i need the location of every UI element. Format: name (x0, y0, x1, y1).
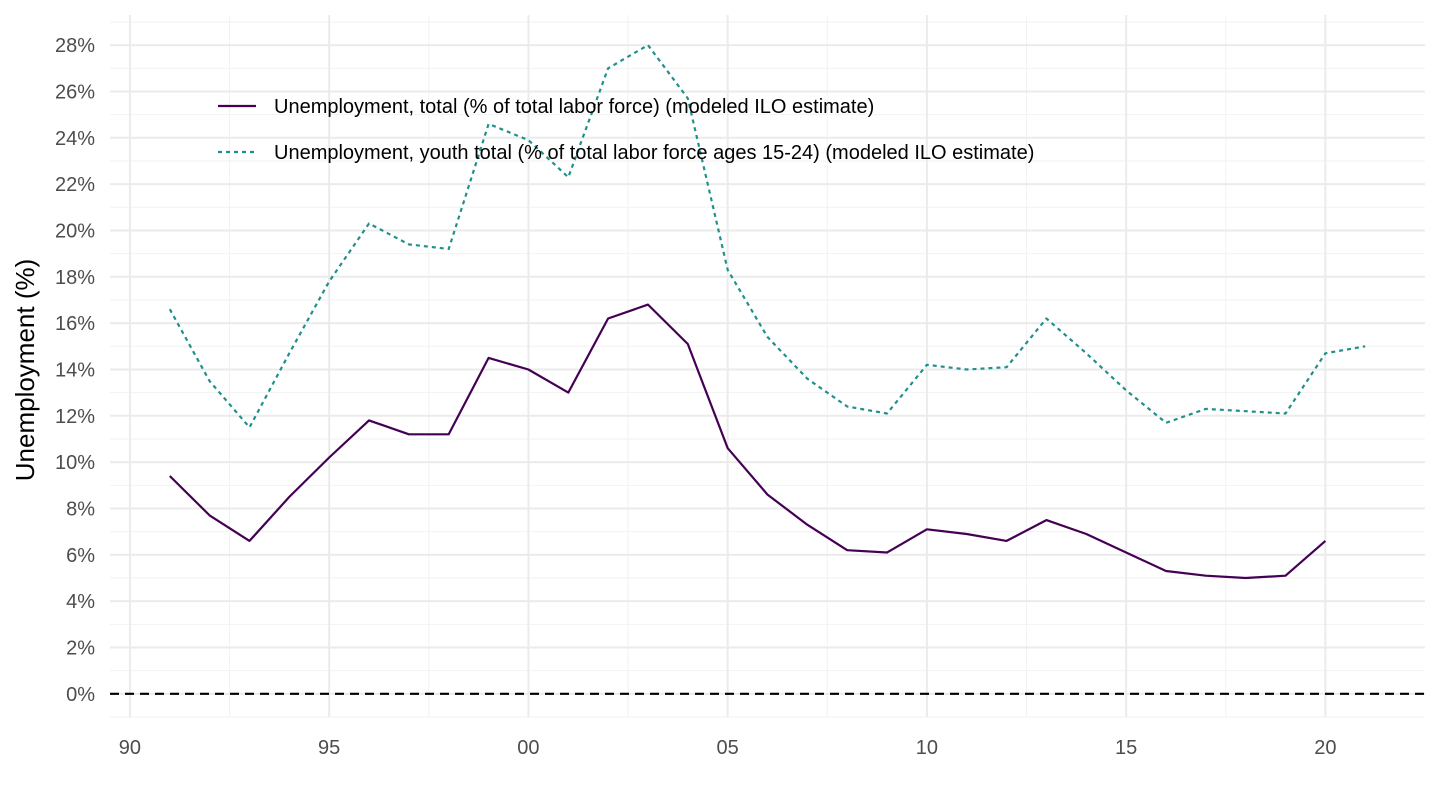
major-gridlines (110, 15, 1425, 717)
legend: Unemployment, total (% of total labor fo… (218, 96, 1034, 164)
y-tick-label: 4% (66, 591, 95, 613)
minor-gridlines (110, 15, 1425, 718)
y-tick-label: 28% (55, 35, 95, 57)
y-tick-label: 14% (55, 359, 95, 381)
y-tick-label: 6% (66, 545, 95, 567)
x-tick-label: 00 (517, 737, 539, 759)
y-axis-title: Unemployment (%) (10, 259, 40, 482)
y-tick-label: 2% (66, 637, 95, 659)
y-tick-label: 8% (66, 498, 95, 520)
x-tick-label: 20 (1314, 737, 1336, 759)
x-tick-label: 05 (717, 737, 739, 759)
series-lines (168, 44, 1366, 580)
x-tick-label: 15 (1115, 737, 1137, 759)
x-tick-label: 10 (916, 737, 938, 759)
y-tick-label: 22% (55, 174, 95, 196)
y-tick-label: 20% (55, 220, 95, 242)
x-tick-label: 95 (318, 737, 340, 759)
y-tick-label: 12% (55, 406, 95, 428)
legend-label-1: Unemployment, total (% of total labor fo… (274, 96, 874, 118)
series-line-1 (169, 303, 1327, 580)
y-tick-label: 10% (55, 452, 95, 474)
y-tick-label: 18% (55, 267, 95, 289)
x-tick-label: 90 (119, 737, 141, 759)
x-axis-tick-labels: 90 95 00 05 10 15 20 (119, 737, 1337, 759)
y-tick-label: 26% (55, 81, 95, 103)
y-axis-tick-labels: 0% 2% 4% 6% 8% 10% 12% 14% 16% 18% 20% 22% 24% 26% 28% (55, 35, 95, 706)
y-tick-label: 0% (66, 684, 95, 706)
y-tick-label: 24% (55, 128, 95, 150)
series-line-2 (168, 44, 1366, 429)
y-tick-label: 16% (55, 313, 95, 335)
legend-label-2: Unemployment, youth total (% of total la… (274, 142, 1034, 164)
